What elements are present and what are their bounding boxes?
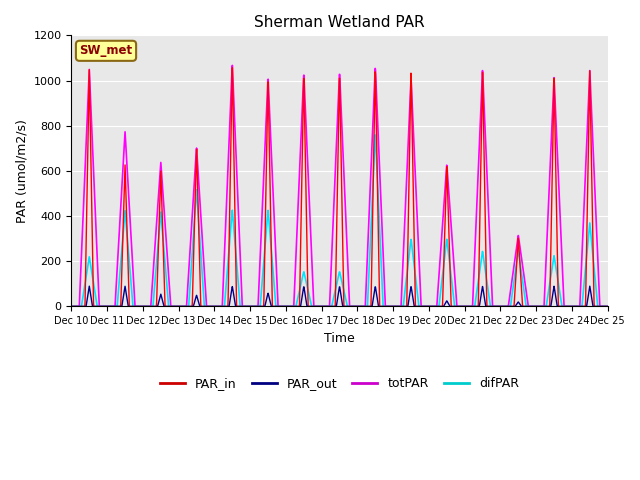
Title: Sherman Wetland PAR: Sherman Wetland PAR [254,15,425,30]
Line: totPAR: totPAR [72,65,608,306]
PAR_in [495,303,503,309]
Line: difPAR: difPAR [72,135,608,306]
difPAR [355,303,363,309]
PAR_out [86,283,93,289]
X-axis label: Time: Time [324,332,355,345]
PAR_out [604,303,612,309]
difPAR [371,132,379,138]
PAR_in [367,303,374,309]
difPAR [604,303,612,309]
PAR_out [355,303,363,309]
PAR_in [604,303,612,309]
totPAR [228,62,236,68]
difPAR [572,303,579,309]
PAR_out [572,303,579,309]
Text: SW_met: SW_met [79,44,132,57]
totPAR [367,173,374,179]
PAR_in [572,303,579,309]
totPAR [572,303,579,309]
totPAR [68,303,76,309]
totPAR [217,303,225,309]
PAR_in [68,303,76,309]
PAR_out [495,303,503,309]
Line: PAR_in: PAR_in [72,68,608,306]
PAR_in [228,65,236,71]
PAR_out [557,303,564,309]
PAR_out [367,303,374,309]
PAR_out [68,303,76,309]
PAR_in [557,303,564,309]
totPAR [355,303,363,309]
totPAR [495,303,503,309]
PAR_in [355,303,363,309]
Line: PAR_out: PAR_out [72,286,608,306]
difPAR [557,294,564,300]
totPAR [604,303,612,309]
PAR_out [218,303,225,309]
difPAR [68,303,76,309]
difPAR [217,303,225,309]
Legend: PAR_in, PAR_out, totPAR, difPAR: PAR_in, PAR_out, totPAR, difPAR [156,372,524,396]
totPAR [557,222,564,228]
PAR_in [217,303,225,309]
difPAR [495,303,503,309]
difPAR [367,236,374,242]
Y-axis label: PAR (umol/m2/s): PAR (umol/m2/s) [15,119,28,223]
